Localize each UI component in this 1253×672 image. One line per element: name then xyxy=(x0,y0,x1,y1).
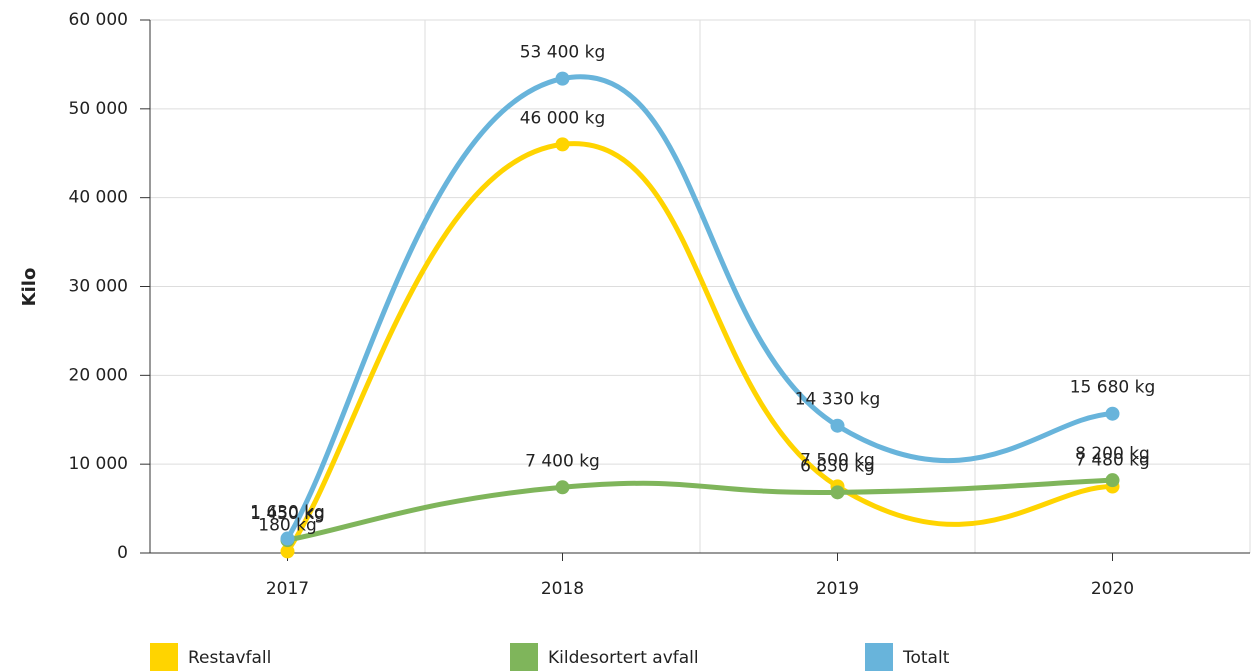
legend-swatch xyxy=(865,643,893,671)
data-label: 6 830 kg xyxy=(800,456,875,476)
y-tick-label: 50 000 xyxy=(69,99,128,119)
x-tick-label: 2017 xyxy=(266,579,309,599)
y-tick-label: 60 000 xyxy=(69,10,128,30)
data-label: 7 480 kg xyxy=(1075,451,1150,471)
y-tick-label: 0 xyxy=(117,543,128,563)
y-tick-label: 40 000 xyxy=(69,188,128,208)
data-label: 53 400 kg xyxy=(520,43,606,63)
data-label: 8 200 kg xyxy=(1075,444,1150,464)
y-tick-label: 10 000 xyxy=(69,454,128,474)
series-line xyxy=(287,477,1113,543)
data-point xyxy=(280,531,295,546)
legend-label: Kildesortert avfall xyxy=(548,648,699,668)
y-axis-label: Kilo xyxy=(19,268,40,307)
series-line xyxy=(285,141,1113,553)
data-label: 7 400 kg xyxy=(525,451,600,471)
data-point xyxy=(830,485,845,500)
data-point xyxy=(830,418,845,433)
data-label: 7 500 kg xyxy=(800,450,875,470)
data-label: 180 kg xyxy=(258,515,317,535)
data-label: 46 000 kg xyxy=(520,108,606,128)
data-point xyxy=(555,137,570,152)
legend-label: Totalt xyxy=(902,648,950,668)
legend-swatch xyxy=(510,643,538,671)
x-tick-label: 2019 xyxy=(816,579,859,599)
x-tick-label: 2018 xyxy=(541,579,584,599)
legend-label: Restavfall xyxy=(188,648,271,668)
y-tick-label: 30 000 xyxy=(69,277,128,297)
y-tick-label: 20 000 xyxy=(69,365,128,385)
data-point xyxy=(1105,473,1120,488)
data-point xyxy=(280,544,295,559)
legend-swatch xyxy=(150,643,178,671)
data-point xyxy=(1105,406,1120,421)
series-line xyxy=(285,74,1113,540)
data-label: 14 330 kg xyxy=(795,390,881,410)
data-label: 1 630 kg xyxy=(250,503,325,523)
data-label: 15 680 kg xyxy=(1070,378,1156,398)
data-label: 1 450 kg xyxy=(250,504,325,524)
data-point xyxy=(555,480,570,495)
x-tick-label: 2020 xyxy=(1091,579,1134,599)
data-point xyxy=(555,71,570,86)
